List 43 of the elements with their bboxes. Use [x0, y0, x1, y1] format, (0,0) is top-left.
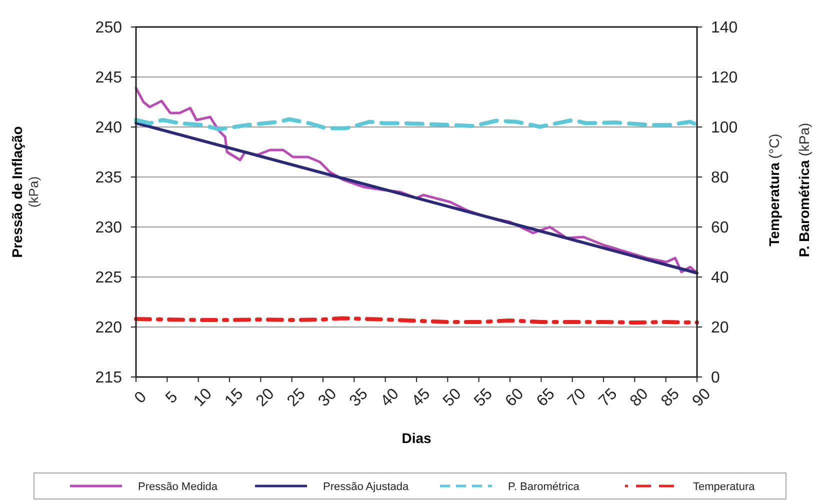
x-tick-label: 30 — [315, 385, 340, 410]
x-tick-label: 25 — [284, 385, 309, 410]
x-tick-label: 75 — [596, 385, 621, 410]
x-tick-label: 70 — [564, 385, 590, 410]
line-series — [134, 117, 699, 132]
x-tick-label: 40 — [378, 385, 402, 410]
x-tick-label: 5 — [162, 388, 182, 407]
x-tick-label: 90 — [689, 385, 714, 410]
y2-tick-label: 60 — [711, 220, 729, 237]
y-tick-label: 240 — [95, 120, 122, 137]
legend-label: P. Barométrica — [508, 481, 580, 493]
y-tick-label: 235 — [95, 170, 122, 187]
x-tick-label: 60 — [502, 385, 528, 410]
x-tick-label: 0 — [132, 388, 150, 407]
x-tick-label: 45 — [408, 385, 434, 410]
y-tick-label: 250 — [95, 20, 122, 37]
y2-tick-label: 20 — [711, 320, 729, 337]
x-tick-label: 10 — [190, 385, 216, 410]
y2-tick-label: 0 — [711, 370, 720, 387]
y2-tick-label: 140 — [711, 20, 738, 37]
x-tick-label: 20 — [253, 385, 278, 410]
y2-tick-label: 120 — [711, 70, 738, 87]
x-tick-label: 85 — [658, 385, 683, 410]
y2-tick-label: 80 — [711, 170, 729, 187]
x-tick-label: 50 — [440, 385, 465, 410]
x-tick-label: 55 — [471, 385, 496, 410]
y-axis-title: Pressão de Inflação (kPa) — [9, 126, 41, 258]
legend-label: Pressão Ajustada — [323, 481, 410, 493]
y2-tick-label: 100 — [711, 120, 738, 137]
y-tick-label: 215 — [95, 370, 122, 387]
x-axis-title: Dias — [402, 430, 432, 446]
x-tick-label: 15 — [222, 385, 247, 410]
y2-tick-label: 40 — [711, 270, 729, 287]
x-tick-label: 80 — [627, 385, 652, 410]
x-tick-label: 35 — [346, 385, 372, 410]
y2-axis-title: Temperatura (°C) P. Barométrica (kPa) — [766, 122, 812, 258]
y-tick-label: 245 — [95, 70, 122, 87]
y-tick-label: 220 — [95, 320, 122, 337]
y-tick-label: 230 — [95, 220, 122, 237]
y-tick-label: 225 — [95, 270, 122, 287]
x-tick-label: 65 — [534, 385, 558, 410]
legend-label: Pressão Medida — [138, 481, 218, 493]
legend-label: Temperatura — [693, 481, 756, 493]
